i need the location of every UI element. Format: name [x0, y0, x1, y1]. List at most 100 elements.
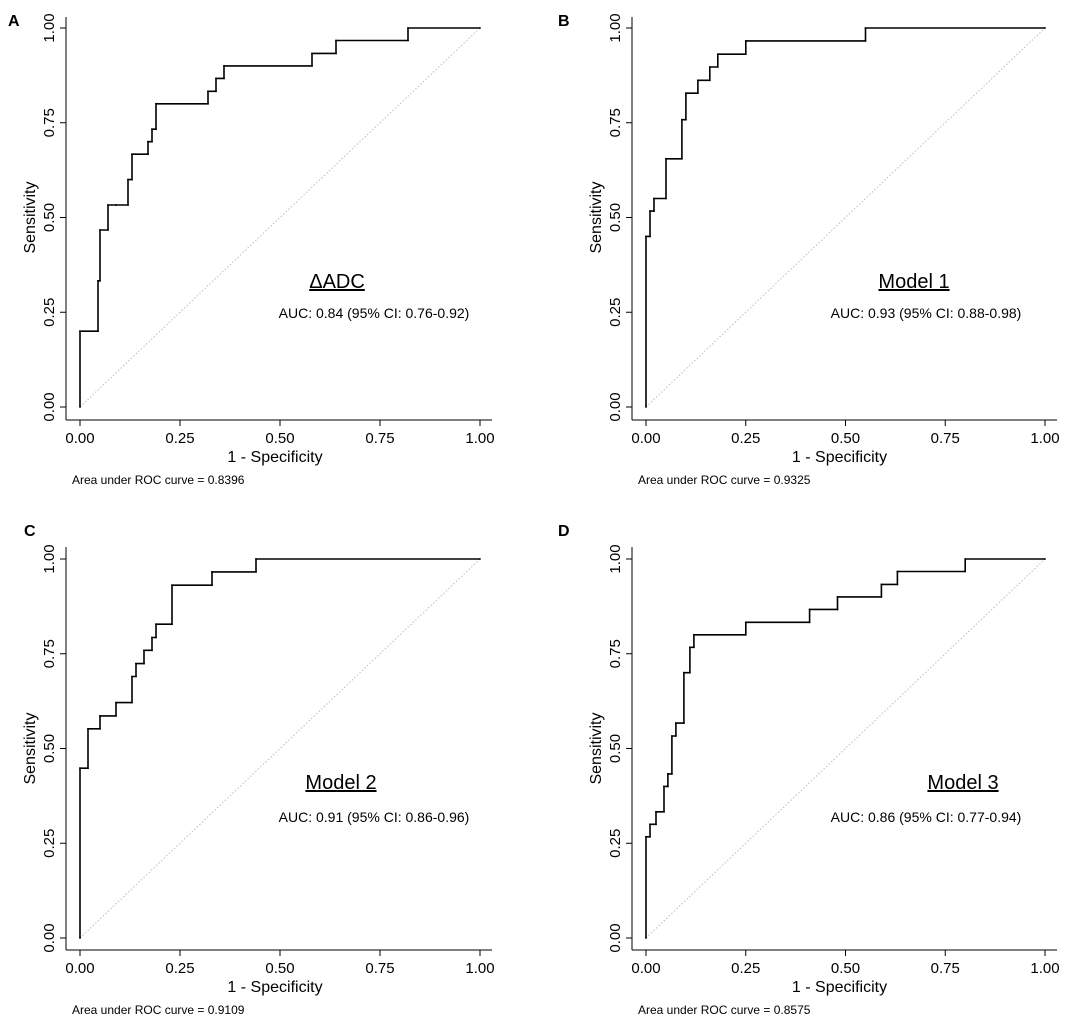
- y-tick-label: 0.00: [41, 923, 58, 952]
- roc-point: [155, 623, 157, 626]
- roc-point: [681, 157, 683, 160]
- roc-point: [671, 735, 673, 737]
- roc-point: [311, 65, 313, 67]
- roc-point: [685, 92, 687, 95]
- roc-point: [649, 235, 651, 238]
- roc-point: [655, 823, 657, 826]
- y-tick-label: 0.25: [607, 298, 624, 327]
- y-tick-label: 0.75: [41, 108, 58, 137]
- x-tick-label: 0.50: [265, 960, 294, 977]
- roc-point: [155, 636, 157, 639]
- roc-point: [255, 558, 257, 560]
- reference-diagonal-line: [645, 27, 1046, 408]
- auc-footer: Area under ROC curve = 0.9109: [72, 1003, 245, 1017]
- roc-point: [151, 140, 153, 143]
- roc-point: [692, 633, 695, 636]
- panel-letter: C: [24, 523, 36, 540]
- x-axis-title: 1 - Specificity: [792, 449, 887, 466]
- roc-point: [964, 570, 967, 573]
- roc-point: [649, 210, 651, 212]
- y-tick-label: 0.75: [607, 639, 624, 668]
- reference-diagonal-line: [79, 27, 481, 408]
- roc-point: [147, 153, 149, 156]
- roc-point: [207, 90, 209, 93]
- roc-point: [143, 649, 145, 652]
- auc-footer: Area under ROC curve = 0.8396: [72, 473, 245, 487]
- roc-point: [808, 621, 811, 624]
- roc-point: [151, 128, 153, 131]
- roc-point: [675, 722, 677, 725]
- y-tick-label: 0.25: [41, 829, 58, 858]
- roc-point: [716, 66, 719, 68]
- roc-point: [696, 92, 699, 95]
- roc-curve-line: [79, 558, 480, 938]
- x-tick-label: 0.00: [631, 430, 660, 447]
- roc-point: [645, 937, 647, 939]
- roc-point: [808, 608, 811, 611]
- x-tick-label: 0.75: [365, 960, 394, 977]
- y-tick-label: 0.00: [607, 923, 624, 952]
- roc-point: [1044, 27, 1046, 29]
- x-tick-label: 0.50: [265, 430, 294, 447]
- roc-point: [688, 671, 691, 674]
- roc-point: [653, 197, 655, 200]
- roc-point: [131, 153, 133, 156]
- roc-point: [645, 235, 647, 238]
- roc-point: [696, 79, 699, 82]
- model-name: Model 3: [927, 772, 998, 794]
- x-tick-label: 0.25: [731, 960, 760, 977]
- roc-point: [716, 53, 719, 56]
- roc-point: [655, 810, 657, 813]
- roc-point: [653, 210, 655, 212]
- roc-point: [665, 157, 667, 160]
- roc-point: [155, 102, 157, 105]
- roc-point: [215, 90, 217, 93]
- roc-point: [97, 279, 99, 282]
- roc-point: [115, 715, 117, 717]
- roc-point: [744, 633, 747, 636]
- roc-point: [667, 785, 669, 788]
- model-name: Model 2: [305, 772, 376, 794]
- roc-point: [645, 406, 647, 408]
- x-tick-label: 1.00: [465, 960, 494, 977]
- model-name: ΔADC: [309, 271, 365, 293]
- roc-point: [171, 623, 173, 626]
- roc-point: [97, 330, 99, 333]
- roc-point: [692, 646, 695, 649]
- roc-point: [311, 52, 313, 55]
- roc-point: [683, 671, 685, 674]
- x-tick-label: 0.75: [931, 960, 960, 977]
- roc-point: [99, 715, 101, 717]
- y-tick-label: 1.00: [41, 13, 58, 42]
- y-tick-label: 0.50: [41, 734, 58, 763]
- roc-point: [99, 279, 101, 282]
- roc-point: [663, 785, 665, 788]
- roc-point: [79, 767, 81, 770]
- roc-point: [964, 558, 967, 560]
- roc-point: [645, 835, 647, 838]
- roc-point: [115, 701, 117, 704]
- roc-point: [87, 767, 89, 770]
- roc-point: [896, 570, 899, 573]
- roc-point: [151, 649, 153, 652]
- x-tick-label: 0.25: [731, 430, 760, 447]
- auc-annotation: AUC: 0.86 (95% CI: 0.77-0.94): [831, 809, 1022, 825]
- x-axis-title: 1 - Specificity: [792, 979, 887, 996]
- roc-point: [215, 77, 217, 80]
- roc-point: [407, 39, 409, 42]
- roc-point: [99, 727, 101, 730]
- y-axis-title: Sensitivity: [22, 712, 39, 784]
- roc-point: [708, 66, 711, 68]
- reference-diagonal-line: [79, 558, 481, 939]
- roc-point: [135, 675, 137, 678]
- roc-point: [171, 584, 173, 587]
- roc-point: [681, 118, 683, 121]
- roc-point: [127, 204, 129, 206]
- roc-point: [407, 27, 409, 29]
- y-tick-label: 0.50: [607, 734, 624, 763]
- roc-point: [479, 27, 481, 29]
- roc-panel-c: 0.00 0.25 0.50 0.75 1.00 0.00 0.25 0.50 0.75 1.00…: [22, 523, 495, 1017]
- y-tick-label: 0.75: [41, 639, 58, 668]
- roc-panel-b: 0.00 0.25 0.50 0.75 1.00 0.00 0.25 0.50 0.75 1.00…: [558, 13, 1060, 487]
- x-tick-label: 0.00: [65, 430, 94, 447]
